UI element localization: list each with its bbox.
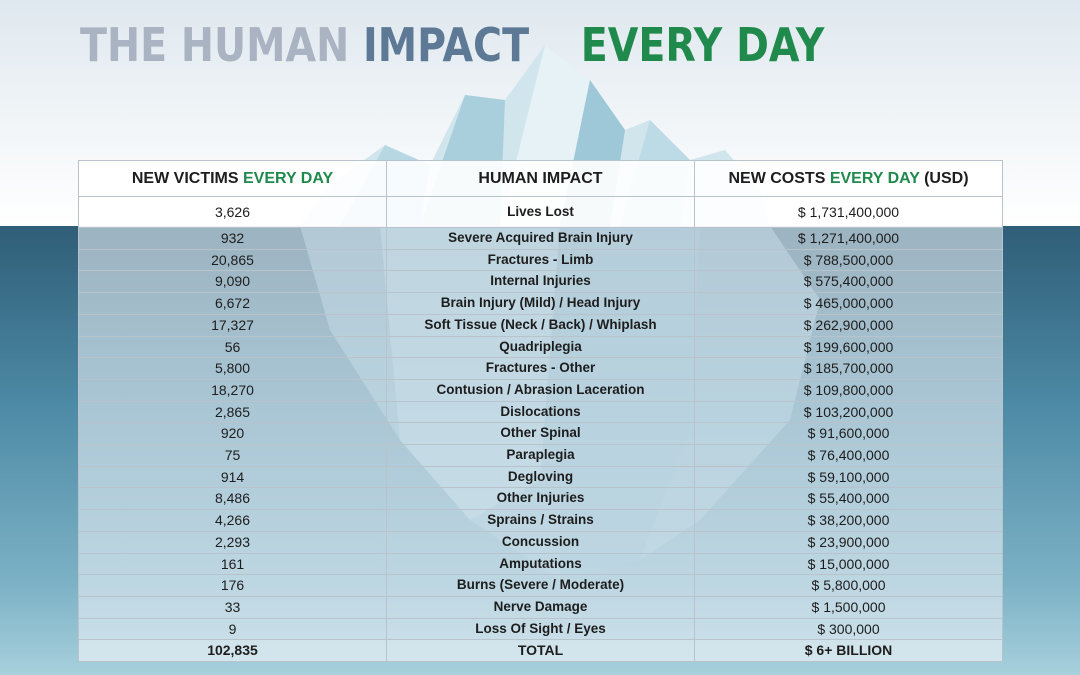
victims-cell: 176 <box>78 574 387 597</box>
table-row: 3,626 Lives Lost $ 1,731,400,000 <box>78 196 1003 228</box>
impact-cell: Severe Acquired Brain Injury <box>386 227 695 250</box>
page-title: THE HUMAN IMPACT EVERY DAY <box>80 18 824 72</box>
table-row: 17,327 Soft Tissue (Neck / Back) / Whipla… <box>78 313 1003 337</box>
header-costs-prefix: NEW COSTS <box>728 170 826 187</box>
table-row: 9 Loss Of Sight / Eyes $ 300,000 <box>78 617 1003 641</box>
victims-cell: 932 <box>78 227 387 250</box>
impact-cell: Internal Injuries <box>386 270 695 294</box>
cost-cell: $ 788,500,000 <box>694 248 1003 272</box>
impact-cell: Degloving <box>386 465 695 489</box>
table-row: 9,090 Internal Injuries $ 575,400,000 <box>78 270 1003 294</box>
victims-cell: 2,865 <box>78 400 387 424</box>
cost-cell: $ 465,000,000 <box>694 292 1003 315</box>
header-costs-green: EVERY DAY <box>829 170 920 187</box>
impact-cell: Fractures - Other <box>386 357 695 380</box>
cost-cell: $ 38,200,000 <box>694 509 1003 532</box>
table-row: 33 Nerve Damage $ 1,500,000 <box>78 595 1003 619</box>
cost-cell: $ 59,100,000 <box>694 465 1003 489</box>
header-victims-green: EVERY DAY <box>243 170 334 187</box>
impact-cell: Quadriplegia <box>386 335 695 359</box>
cost-cell: $ 55,400,000 <box>694 487 1003 511</box>
table-row: 18,270 Contusion / Abrasion Laceration $ 1… <box>78 378 1003 402</box>
table-row: 2,865 Dislocations $ 103,200,000 <box>78 400 1003 424</box>
victims-cell: 20,865 <box>78 248 387 272</box>
table-row: 2,293 Concussion $ 23,900,000 <box>78 530 1003 554</box>
impact-cell: Burns (Severe / Moderate) <box>386 574 695 597</box>
impact-cell: Loss Of Sight / Eyes <box>386 617 695 641</box>
title-part-3: EVERY DAY <box>580 18 825 72</box>
victims-cell: 161 <box>78 552 387 576</box>
header-human-impact: HUMAN IMPACT <box>386 160 695 197</box>
victims-cell: 17,327 <box>78 313 387 337</box>
impact-cell: Lives Lost <box>386 196 695 228</box>
victims-cell: 3,626 <box>78 196 387 228</box>
cost-cell: $ 262,900,000 <box>694 313 1003 337</box>
total-label-cell: TOTAL <box>386 639 695 663</box>
impact-cell: Other Injuries <box>386 487 695 511</box>
victims-cell: 75 <box>78 444 387 467</box>
title-part-1: THE HUMAN <box>80 18 350 72</box>
table-row: 914 Degloving $ 59,100,000 <box>78 465 1003 489</box>
impact-cell: Brain Injury (Mild) / Head Injury <box>386 292 695 315</box>
table-row: 161 Amputations $ 15,000,000 <box>78 552 1003 576</box>
cost-cell: $ 1,271,400,000 <box>694 227 1003 250</box>
impact-cell: Soft Tissue (Neck / Back) / Whiplash <box>386 313 695 337</box>
cost-cell: $ 5,800,000 <box>694 574 1003 597</box>
impact-table: NEW VICTIMS EVERY DAY HUMAN IMPACT NEW C… <box>78 160 1003 663</box>
table-row: 8,486 Other Injuries $ 55,400,000 <box>78 487 1003 511</box>
total-cost-cell: $ 6+ BILLION <box>694 639 1003 663</box>
table-header-row: NEW VICTIMS EVERY DAY HUMAN IMPACT NEW C… <box>78 160 1003 197</box>
header-victims-prefix: NEW VICTIMS <box>131 170 239 187</box>
victims-cell: 4,266 <box>78 509 387 532</box>
table-row: 6,672 Brain Injury (Mild) / Head Injury $ … <box>78 292 1003 315</box>
header-impact-label: HUMAN IMPACT <box>478 170 603 187</box>
cost-cell: $ 15,000,000 <box>694 552 1003 576</box>
cost-cell: $ 103,200,000 <box>694 400 1003 424</box>
header-new-costs: NEW COSTS EVERY DAY (USD) <box>694 160 1003 197</box>
impact-cell: Sprains / Strains <box>386 509 695 532</box>
victims-cell: 5,800 <box>78 357 387 380</box>
victims-cell: 33 <box>78 595 387 619</box>
impact-cell: Contusion / Abrasion Laceration <box>386 378 695 402</box>
cost-cell: $ 109,800,000 <box>694 378 1003 402</box>
table-row: 4,266 Sprains / Strains $ 38,200,000 <box>78 509 1003 532</box>
victims-cell: 920 <box>78 422 387 446</box>
impact-cell: Dislocations <box>386 400 695 424</box>
cost-cell: $ 1,500,000 <box>694 595 1003 619</box>
impact-cell: Paraplegia <box>386 444 695 467</box>
table-row: 932 Severe Acquired Brain Injury $ 1,271,4… <box>78 227 1003 250</box>
impact-cell: Amputations <box>386 552 695 576</box>
victims-cell: 9 <box>78 617 387 641</box>
cost-cell: $ 300,000 <box>694 617 1003 641</box>
table-row: 56 Quadriplegia $ 199,600,000 <box>78 335 1003 359</box>
victims-cell: 18,270 <box>78 378 387 402</box>
table-total-row: 102,835 TOTAL $ 6+ BILLION <box>78 639 1003 663</box>
impact-cell: Nerve Damage <box>386 595 695 619</box>
victims-cell: 914 <box>78 465 387 489</box>
table-row: 20,865 Fractures - Limb $ 788,500,000 <box>78 248 1003 272</box>
victims-cell: 6,672 <box>78 292 387 315</box>
cost-cell: $ 76,400,000 <box>694 444 1003 467</box>
cost-cell: $ 1,731,400,000 <box>694 196 1003 228</box>
total-victims-cell: 102,835 <box>78 639 387 663</box>
table-row: 5,800 Fractures - Other $ 185,700,000 <box>78 357 1003 380</box>
header-new-victims: NEW VICTIMS EVERY DAY <box>78 160 387 197</box>
cost-cell: $ 23,900,000 <box>694 530 1003 554</box>
title-part-2: IMPACT <box>362 18 530 72</box>
impact-cell: Fractures - Limb <box>386 248 695 272</box>
table-row: 176 Burns (Severe / Moderate) $ 5,800,000 <box>78 574 1003 597</box>
header-costs-suffix: (USD) <box>924 170 969 187</box>
cost-cell: $ 185,700,000 <box>694 357 1003 380</box>
victims-cell: 8,486 <box>78 487 387 511</box>
table-row: 920 Other Spinal $ 91,600,000 <box>78 422 1003 446</box>
cost-cell: $ 575,400,000 <box>694 270 1003 294</box>
victims-cell: 9,090 <box>78 270 387 294</box>
impact-cell: Concussion <box>386 530 695 554</box>
cost-cell: $ 199,600,000 <box>694 335 1003 359</box>
victims-cell: 56 <box>78 335 387 359</box>
cost-cell: $ 91,600,000 <box>694 422 1003 446</box>
impact-cell: Other Spinal <box>386 422 695 446</box>
table-row: 75 Paraplegia $ 76,400,000 <box>78 444 1003 467</box>
victims-cell: 2,293 <box>78 530 387 554</box>
